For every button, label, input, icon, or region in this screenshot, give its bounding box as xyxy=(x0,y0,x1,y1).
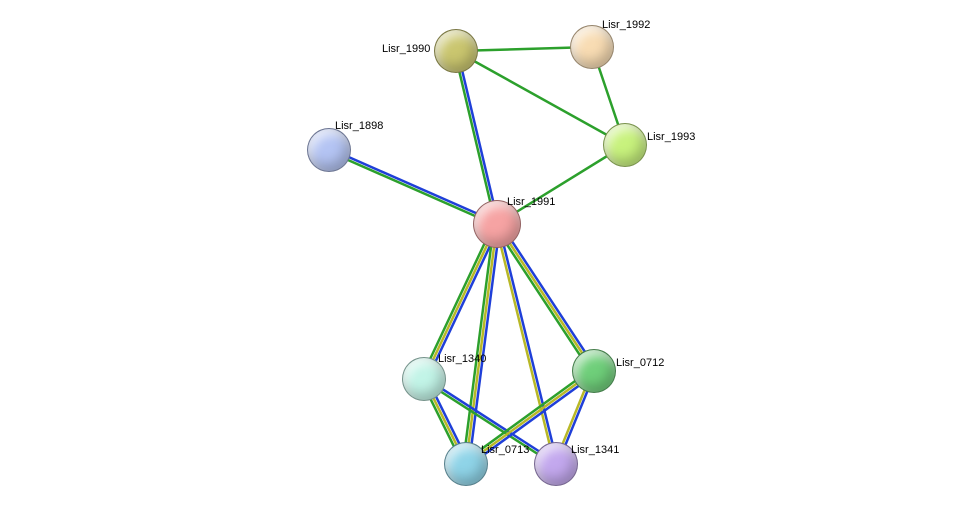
network-edge xyxy=(455,51,496,224)
node-circle[interactable] xyxy=(307,128,351,172)
network-edge xyxy=(498,224,557,464)
network-diagram: Lisr_1990 Lisr_1992 Lisr_1993 Lisr_1898 Lisr… xyxy=(0,0,975,511)
network-node[interactable]: Lisr_1990 xyxy=(434,29,478,73)
network-node[interactable]: Lisr_1993 xyxy=(603,123,647,167)
network-edge xyxy=(328,151,496,225)
network-node[interactable]: Lisr_1992 xyxy=(570,25,614,69)
node-circle[interactable] xyxy=(473,200,521,248)
node-circle[interactable] xyxy=(402,357,446,401)
network-edge xyxy=(457,51,498,224)
node-circle[interactable] xyxy=(534,442,578,486)
node-circle[interactable] xyxy=(572,349,616,393)
network-edge xyxy=(463,224,494,464)
network-node[interactable]: Lisr_1341 xyxy=(534,442,578,486)
network-node[interactable]: Lisr_1898 xyxy=(307,128,351,172)
network-node[interactable]: Lisr_0713 xyxy=(444,442,488,486)
network-edge xyxy=(466,224,497,464)
node-circle[interactable] xyxy=(570,25,614,69)
node-circle[interactable] xyxy=(444,442,488,486)
network-edges-layer xyxy=(0,0,975,511)
node-circle[interactable] xyxy=(603,123,647,167)
node-circle[interactable] xyxy=(434,29,478,73)
network-node[interactable]: Lisr_1340 xyxy=(402,357,446,401)
network-node[interactable]: Lisr_1991 xyxy=(473,200,521,248)
network-node[interactable]: Lisr_0712 xyxy=(572,349,616,393)
